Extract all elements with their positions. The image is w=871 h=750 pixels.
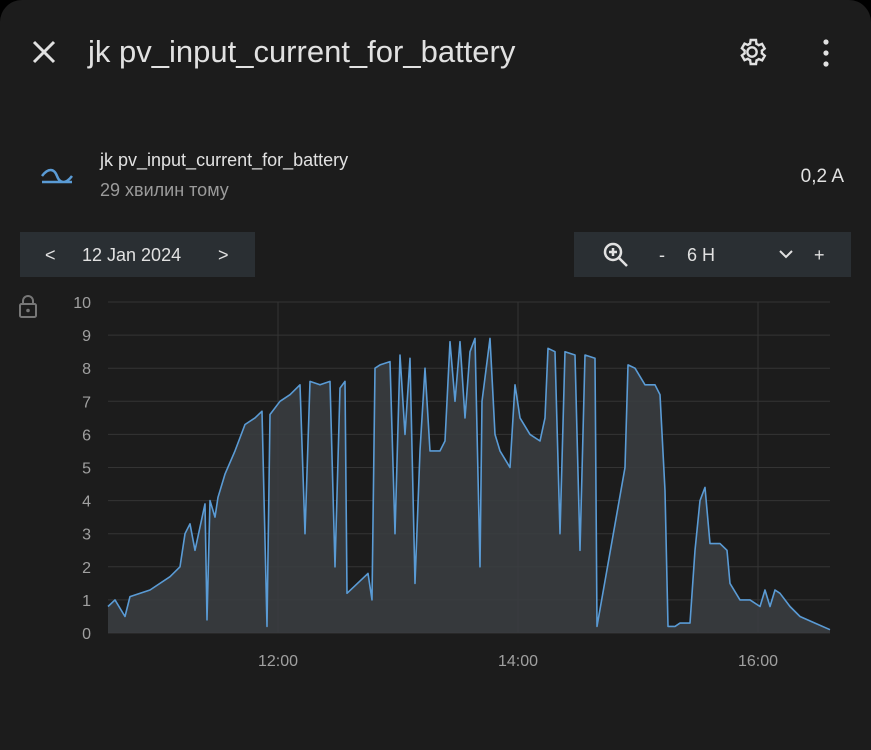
y-tick-label: 0 xyxy=(82,626,91,643)
zoom-range[interactable]: 6 H xyxy=(687,245,716,265)
y-tick-label: 2 xyxy=(82,560,91,577)
y-tick-label: 4 xyxy=(82,494,91,511)
zoom-in[interactable]: + xyxy=(814,245,825,265)
y-tick-label: 3 xyxy=(82,527,91,544)
entity-state: 0,2 A xyxy=(800,166,844,187)
prev-button[interactable]: < xyxy=(45,245,56,265)
y-tick-label: 10 xyxy=(73,295,91,312)
zoom-icon[interactable] xyxy=(602,241,630,269)
y-tick-label: 8 xyxy=(82,361,91,378)
x-tick-label: 12:00 xyxy=(258,653,298,670)
x-tick-label: 16:00 xyxy=(738,653,778,670)
zoom-nav: - 6 H + xyxy=(574,232,851,277)
line xyxy=(107,337,831,631)
zoom-out[interactable]: - xyxy=(659,245,665,265)
more-button[interactable] xyxy=(818,38,834,68)
next-button[interactable]: > xyxy=(218,245,229,265)
date-nav: < 12 Jan 2024 > xyxy=(20,232,255,277)
y-tick-label: 9 xyxy=(82,328,91,345)
date[interactable]: 12 Jan 2024 xyxy=(82,245,182,265)
y-tick-label: 7 xyxy=(82,394,91,411)
x-tick-label: 14:00 xyxy=(498,653,538,670)
y-tick-label: 5 xyxy=(82,461,91,478)
last-changed: 29 хвилин тому xyxy=(100,180,229,200)
lock-icon[interactable] xyxy=(17,294,39,320)
range-dropdown[interactable] xyxy=(778,248,794,260)
close-button[interactable] xyxy=(30,38,58,66)
area xyxy=(108,338,830,633)
entity-name: jk pv_input_current_for_battery xyxy=(100,150,349,170)
settings-button[interactable] xyxy=(736,36,768,68)
entity-icon xyxy=(41,168,73,184)
y-tick-label: 6 xyxy=(82,427,91,444)
dialog-title: jk pv_input_current_for_battery xyxy=(88,34,516,69)
y-tick-label: 1 xyxy=(82,593,91,610)
